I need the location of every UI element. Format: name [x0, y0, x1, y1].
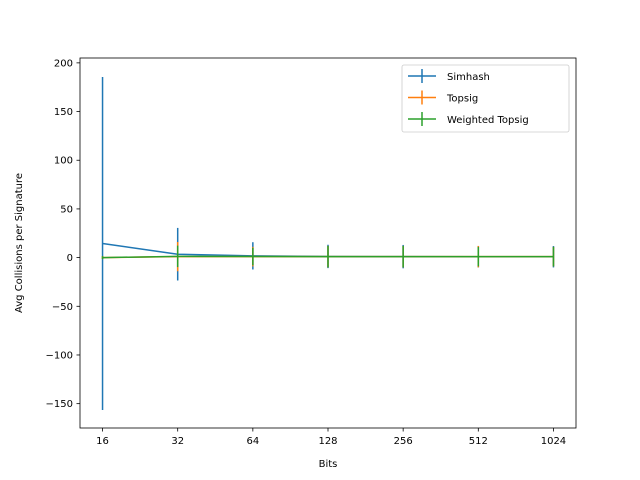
x-tick-label-128: 128	[318, 436, 337, 447]
legend-item-weighted-topsig: Weighted Topsig	[408, 112, 529, 126]
x-tick-label-32: 32	[171, 436, 184, 447]
x-axis-title: Bits	[319, 459, 338, 470]
y-tick-label-50: 50	[60, 204, 73, 215]
y-tick-label--50: −50	[52, 302, 73, 313]
legend: Simhash Topsig Weighted Topsig	[401, 64, 570, 133]
plot-area	[79, 57, 577, 429]
y-axis: −150 −100 −50 0 50 100 150 200	[46, 58, 80, 410]
y-tick-label-150: 150	[54, 107, 73, 118]
x-tick-label-16: 16	[96, 436, 109, 447]
x-axis: 16 32 64 128 256 512 1024	[96, 428, 566, 447]
legend-label-weighted-topsig: Weighted Topsig	[447, 115, 529, 126]
x-tick-label-1024: 1024	[541, 436, 566, 447]
series-weighted-topsig	[101, 245, 555, 268]
legend-item-simhash: Simhash	[408, 69, 490, 83]
x-tick-label-512: 512	[469, 436, 488, 447]
x-tick-label-256: 256	[394, 436, 413, 447]
series-layer	[101, 76, 555, 410]
legend-label-simhash: Simhash	[447, 72, 490, 83]
x-tick-label-64: 64	[246, 436, 259, 447]
y-tick-label--150: −150	[46, 399, 73, 410]
y-tick-label-0: 0	[67, 253, 73, 264]
y-axis-title: Avg Collisions per Signature	[14, 173, 25, 313]
y-tick-label-100: 100	[54, 156, 73, 167]
legend-label-topsig: Topsig	[446, 94, 478, 105]
y-tick-label--100: −100	[46, 350, 73, 361]
legend-frame	[401, 64, 570, 133]
series-line-weighted-topsig	[102, 255, 554, 259]
y-tick-label-200: 200	[54, 58, 73, 69]
legend-item-topsig: Topsig	[408, 90, 478, 105]
